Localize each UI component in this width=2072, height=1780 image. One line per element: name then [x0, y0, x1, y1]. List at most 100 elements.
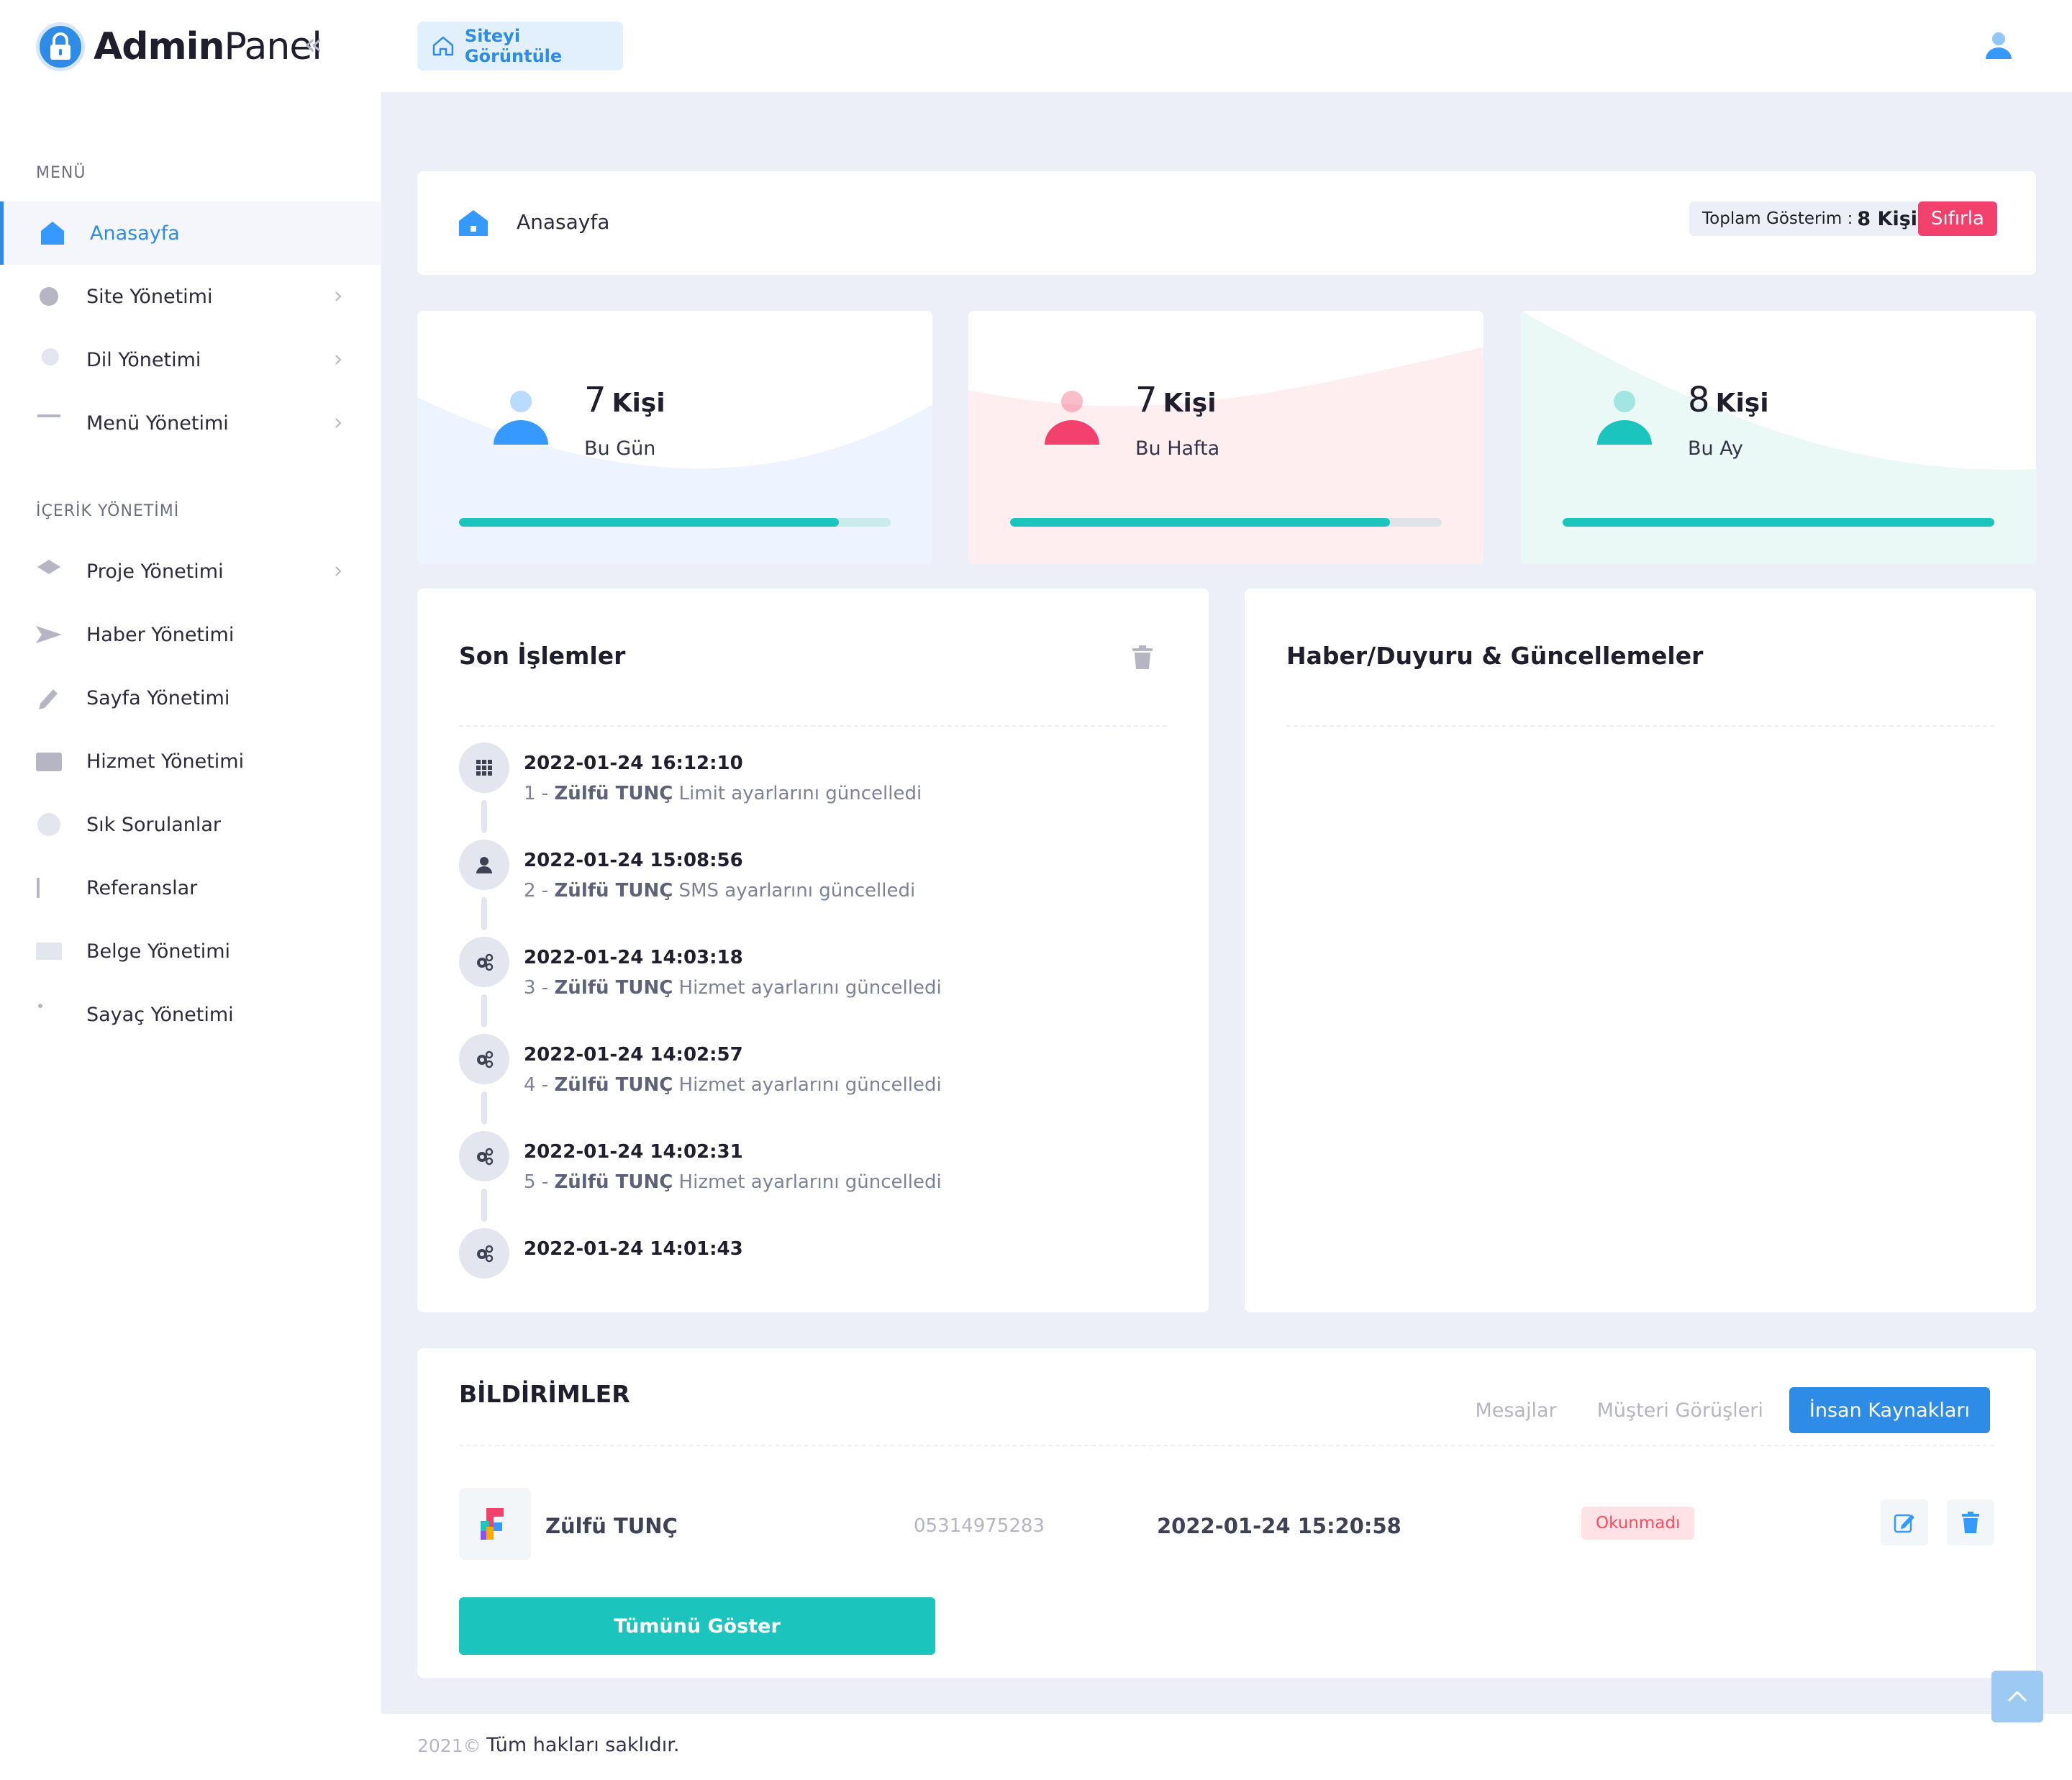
activity-time: 2022-01-24 14:01:43: [524, 1238, 743, 1260]
question-icon: ?: [37, 813, 60, 836]
sidebar-item-label: Hizmet Yönetimi: [86, 750, 245, 773]
activity-time: 2022-01-24 14:02:57: [524, 1044, 743, 1066]
arrow-up-icon: [2007, 1690, 2027, 1702]
sidebar-item-site-yonetimi[interactable]: Site Yönetimi: [0, 265, 381, 328]
progress-fill: [1010, 518, 1390, 527]
menu-lines-icon: [37, 414, 60, 417]
activity-time: 2022-01-24 16:12:10: [524, 753, 743, 774]
stat-period: Bu Gün: [584, 437, 656, 460]
timeline-item: 2022-01-24 16:12:10 1 - Zülfü TUNÇ Limit …: [459, 743, 1178, 839]
notifications-title: BİLDİRİMLER: [459, 1380, 630, 1408]
collapse-sidebar-icon[interactable]: «: [304, 26, 323, 63]
view-site-label: Siteyi Görüntüle: [464, 26, 563, 66]
person-icon: [1597, 391, 1652, 445]
layers-icon: [37, 560, 60, 574]
gears-icon: [477, 953, 494, 971]
chevron-right-icon: [335, 566, 342, 576]
document-icon: [36, 943, 62, 960]
app-logo: [459, 1488, 531, 1560]
footer: 2021© Tüm hakları saklıdır.: [381, 1714, 2072, 1780]
notification-row: Zülfü TUNÇ 05314975283 2022-01-24 15:20:…: [459, 1488, 1999, 1560]
footer-copyright: Tüm hakları saklıdır.: [486, 1734, 680, 1756]
pencil-icon: [39, 689, 58, 709]
view-site-button[interactable]: Siteyi Görüntüle: [417, 22, 623, 71]
sidebar-item-sik-sorulanlar[interactable]: ? Sık Sorulanlar: [0, 793, 381, 856]
timeline-dot: [459, 1034, 509, 1084]
user-menu-button[interactable]: [1983, 30, 2014, 62]
person-icon: [1045, 391, 1099, 445]
sidebar-item-sayac-yonetimi[interactable]: Sayaç Yönetimi: [0, 983, 381, 1046]
activity-description: 2 - Zülfü TUNÇ SMS ayarlarını güncelledi: [524, 880, 916, 902]
sidebar-item-label: Menü Yönetimi: [86, 412, 229, 435]
chevron-right-icon: [335, 418, 342, 428]
content-section-title: İÇERİK YÖNETİMİ: [36, 502, 180, 520]
sidebar-item-menu-yonetimi[interactable]: Menü Yönetimi: [0, 391, 381, 455]
delete-button[interactable]: [1947, 1499, 1994, 1545]
scroll-top-button[interactable]: [1991, 1671, 2043, 1722]
user-icon: [476, 857, 492, 873]
timeline-dot: [459, 1228, 509, 1279]
timeline-item: 2022-01-24 14:03:18 3 - Zülfü TUNÇ Hizmet…: [459, 937, 1178, 1033]
barcode-icon: [37, 878, 40, 898]
progress-bar: [1010, 518, 1442, 527]
breadcrumb: Anasayfa Toplam Gösterim :8 Kişi Sıfırla: [417, 171, 2036, 275]
activity-time: 2022-01-24 14:02:31: [524, 1141, 743, 1163]
sidebar-item-proje-yonetimi[interactable]: Proje Yönetimi: [0, 540, 381, 603]
stat-card: 7 Kişi Bu Hafta: [968, 311, 1483, 564]
home-outline-icon: [432, 36, 454, 56]
send-icon: [36, 626, 62, 643]
menu-section-title: MENÜ: [36, 164, 86, 182]
edit-button[interactable]: [1881, 1499, 1928, 1545]
sidebar: AdminPanel « MENÜ Anasayfa Site Yönetimi D…: [0, 0, 381, 1780]
progress-fill: [459, 518, 839, 527]
timeline-dot: [459, 1131, 509, 1181]
chevron-right-icon: [335, 355, 342, 365]
notification-tabs: Mesajlar Müşteri Görüşleri İnsan Kaynaklar…: [1455, 1387, 1990, 1433]
sidebar-item-haber-yonetimi[interactable]: Haber Yönetimi: [0, 603, 381, 666]
sender-name: Zülfü TUNÇ: [545, 1514, 678, 1538]
brand-name: AdminPanel: [94, 25, 322, 68]
timeline-dot: [459, 840, 509, 890]
stat-period: Bu Hafta: [1135, 437, 1220, 460]
sidebar-item-belge-yonetimi[interactable]: Belge Yönetimi: [0, 919, 381, 983]
recent-activities-panel: Son İşlemler 2022-01-24 16:12:10 1 - Zülf…: [417, 589, 1209, 1312]
reset-button[interactable]: Sıfırla: [1918, 201, 1997, 236]
timeline-connector: [481, 994, 487, 1027]
status-badge: Okunmadı: [1581, 1507, 1695, 1540]
tab-mesajlar[interactable]: Mesajlar: [1475, 1399, 1557, 1422]
progress-bar: [459, 518, 891, 527]
sidebar-item-anasayfa[interactable]: Anasayfa: [0, 201, 381, 265]
tab-i-nsan-kaynaklari[interactable]: İnsan Kaynakları: [1789, 1387, 1990, 1433]
trash-icon[interactable]: [1131, 645, 1154, 671]
wave-background: [968, 347, 1483, 564]
gears-icon: [477, 1050, 494, 1068]
gears-icon: [477, 1148, 494, 1166]
activity-description: 3 - Zülfü TUNÇ Hizmet ayarlarını güncell…: [524, 977, 942, 999]
person-icon: [494, 391, 548, 445]
sidebar-item-hizmet-yonetimi[interactable]: Hizmet Yönetimi: [0, 730, 381, 793]
sidebar-item-sayfa-yonetimi[interactable]: Sayfa Yönetimi: [0, 666, 381, 730]
progress-fill: [1563, 518, 1994, 527]
grid-icon: [476, 760, 492, 776]
gear-icon: [40, 287, 58, 306]
timeline-item: 2022-01-24 14:01:43: [459, 1228, 1178, 1312]
show-all-button[interactable]: Tümünü Göster: [459, 1597, 935, 1655]
timeline-connector: [481, 897, 487, 930]
progress-bar: [1563, 518, 1994, 527]
sidebar-item-referanslar[interactable]: Referanslar: [0, 856, 381, 919]
timeline-item: 2022-01-24 14:02:31 5 - Zülfü TUNÇ Hizmet…: [459, 1131, 1178, 1227]
wallet-icon: [36, 753, 62, 771]
timeline-item: 2022-01-24 15:08:56 2 - Zülfü TUNÇ SMS ay…: [459, 840, 1178, 936]
activity-description: 4 - Zülfü TUNÇ Hizmet ayarlarını güncell…: [524, 1074, 942, 1096]
dots-grid-icon: [38, 1004, 42, 1008]
tab-musteri-gorusleri[interactable]: Müşteri Görüşleri: [1596, 1399, 1763, 1422]
home-icon: [41, 222, 64, 245]
sidebar-item-label: Referanslar: [86, 876, 198, 899]
activity-time: 2022-01-24 15:08:56: [524, 850, 743, 871]
sidebar-item-label: Proje Yönetimi: [86, 560, 224, 583]
news-panel: Haber/Duyuru & Güncellemeler: [1245, 589, 2036, 1312]
sidebar-item-dil-yonetimi[interactable]: Dil Yönetimi: [0, 328, 381, 391]
gears-icon: [477, 1245, 494, 1263]
sender-phone: 05314975283: [914, 1515, 1045, 1537]
logo[interactable]: AdminPanel: [36, 22, 322, 72]
